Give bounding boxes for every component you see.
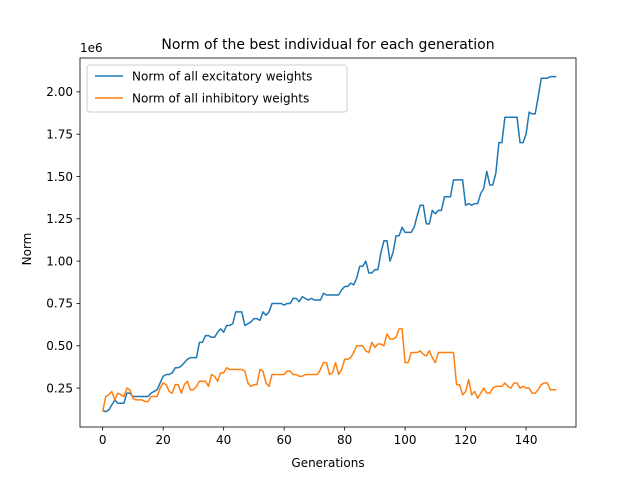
series-line-1 [102, 75, 557, 413]
legend-label-2: Norm of all inhibitory weights [132, 91, 309, 105]
y-offset-label: 1e6 [80, 41, 103, 55]
legend-box [86, 64, 348, 113]
y-tick-label: 0.75 [46, 297, 73, 311]
y-tick-label: 1.75 [46, 127, 73, 141]
x-tick-label: 80 [337, 433, 352, 447]
y-tick-label: 1.25 [46, 212, 73, 226]
series-layer [101, 75, 557, 413]
x-tick-label: 40 [216, 433, 231, 447]
y-tick-label: 0.50 [46, 339, 73, 353]
plot-frame [79, 57, 577, 428]
legend: Norm of all excitatory weights Norm of al… [86, 64, 348, 113]
x-tick-label: 0 [99, 433, 107, 447]
y-tick-label: 1.50 [46, 170, 73, 184]
legend-label-1: Norm of all excitatory weights [132, 69, 312, 83]
x-tick-label: 20 [156, 433, 171, 447]
x-axis-label: Generations [291, 456, 364, 470]
y-tick-label: 2.00 [46, 85, 73, 99]
x-tick-label: 60 [277, 433, 292, 447]
x-tick-label: 140 [515, 433, 538, 447]
y-tick-label: 0.25 [46, 381, 73, 395]
axes-layer: 0 20 40 60 80 100 120 140 0.25 0.50 0.75 1.00 1.25 1.… [46, 57, 577, 447]
y-axis-label: Norm [20, 233, 34, 266]
chart-title: Norm of the best individual for each gen… [161, 37, 494, 53]
series-line-2 [101, 328, 557, 412]
x-tick-label: 100 [394, 433, 417, 447]
y-tick-label: 1.00 [46, 254, 73, 268]
x-tick-label: 120 [454, 433, 477, 447]
